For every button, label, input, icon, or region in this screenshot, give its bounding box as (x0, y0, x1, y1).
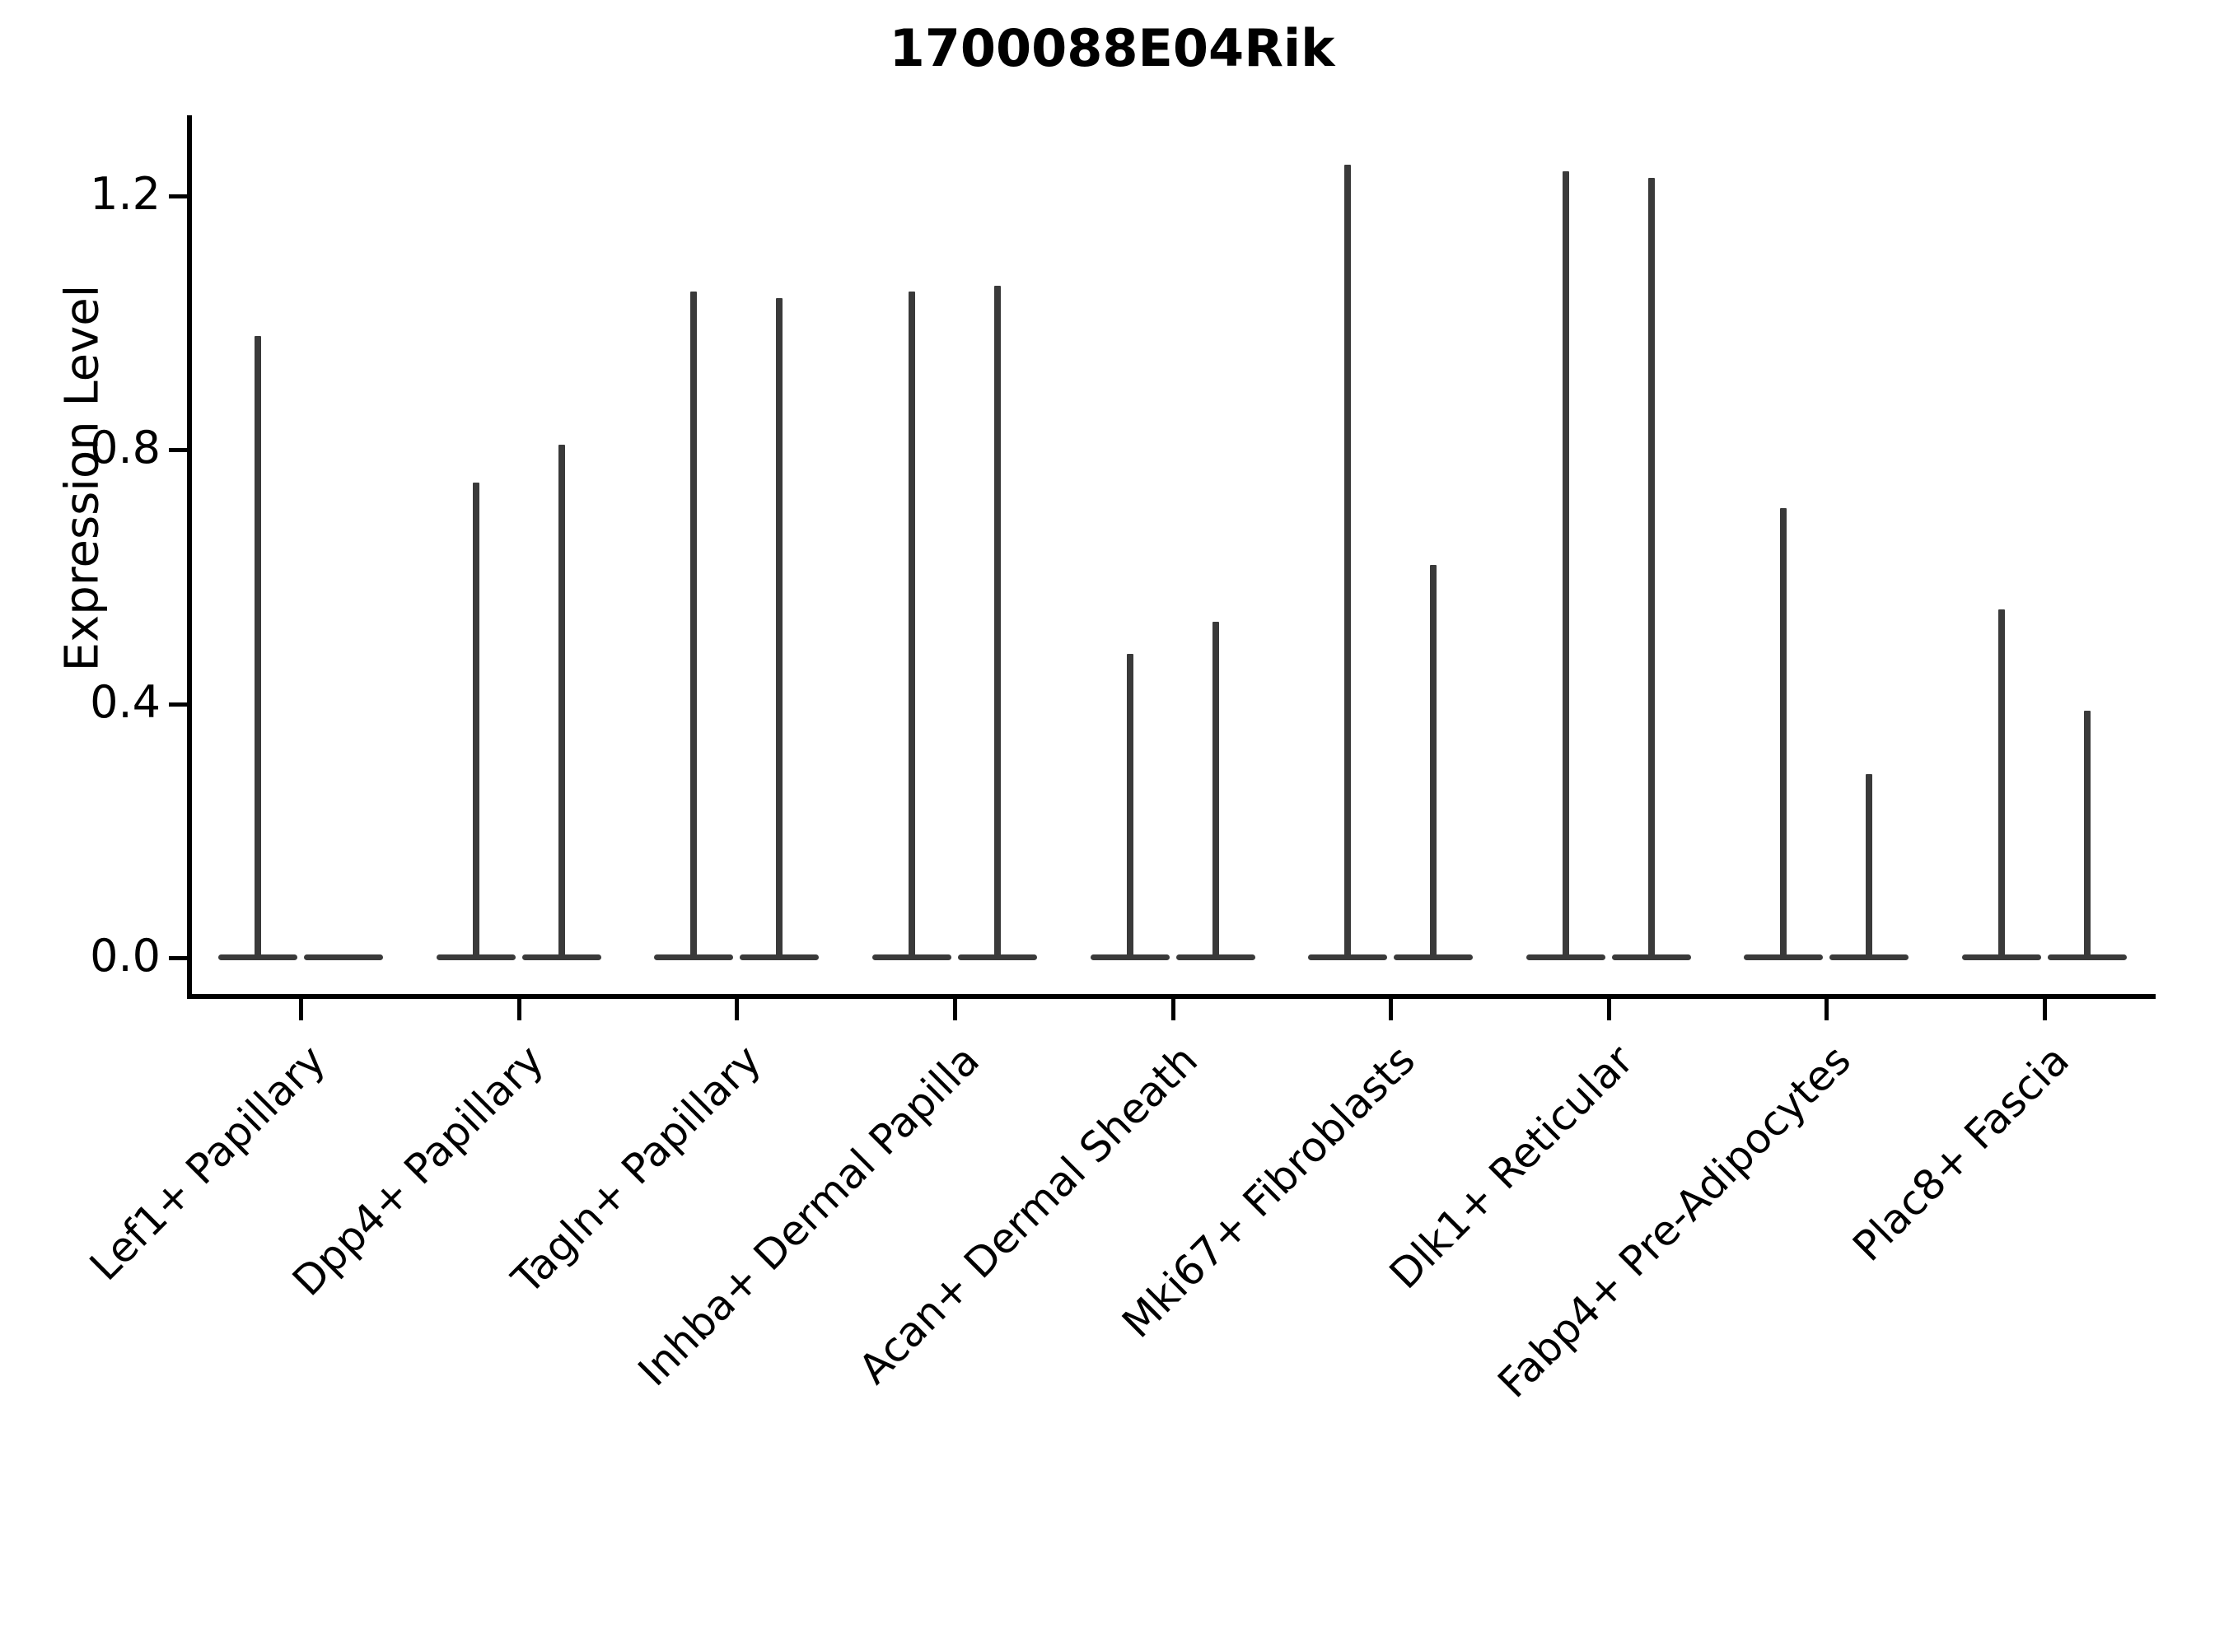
y-tick-label: 0.0 (90, 930, 161, 982)
violin-spike (2083, 711, 2091, 959)
y-tick-mark (169, 702, 187, 707)
violin-body (1525, 134, 1605, 960)
violin-body (1611, 134, 1691, 960)
x-tick-mark (1389, 999, 1394, 1020)
violin-body (1744, 134, 1824, 960)
violin-spike (472, 482, 479, 959)
violin-spike (993, 285, 1001, 959)
y-tick-label: 0.4 (90, 675, 161, 728)
violin-spike (908, 292, 915, 959)
violin-spike (1344, 165, 1352, 959)
y-tick-mark (169, 194, 187, 198)
x-tick-mark (299, 999, 304, 1020)
violin-body (2047, 134, 2127, 960)
y-tick-label: 1.2 (90, 167, 161, 220)
violin-body (1308, 134, 1388, 960)
violin-body (521, 134, 601, 960)
violin-body (1394, 134, 1474, 960)
violin-spike (776, 298, 783, 959)
violin-spike (1430, 564, 1437, 959)
violin-body (654, 134, 734, 960)
violin-plot-figure: 1700088E04Rik Expression Level 0.0 0.4 0.8… (55, 18, 2156, 1407)
violin-spike (690, 292, 698, 959)
page-title: 1700088E04Rik (889, 18, 1335, 78)
x-tick-mark (1170, 999, 1175, 1020)
y-axis-spine (187, 115, 192, 999)
violin-spike (255, 336, 262, 959)
violin-body (740, 134, 820, 960)
violin-body (1829, 134, 1909, 960)
x-axis-spine (187, 994, 2156, 999)
violin-spike (1780, 507, 1787, 959)
y-tick-label: 0.8 (90, 422, 161, 474)
x-tick-mark (952, 999, 957, 1020)
x-tick-mark (2042, 999, 2047, 1020)
violin-spike (1647, 177, 1655, 959)
violin-body (436, 134, 516, 960)
x-tick-mark (1825, 999, 1829, 1020)
x-tick-mark (1606, 999, 1611, 1020)
violin-spike (1866, 774, 1873, 959)
violin-baseline (304, 954, 384, 960)
violin-spike (558, 444, 565, 959)
violin-body (957, 134, 1037, 960)
x-tick-mark (735, 999, 740, 1020)
violin-body (304, 134, 384, 960)
violin-body (218, 134, 298, 960)
violin-spike (1212, 622, 1219, 959)
violin-spike (1126, 653, 1133, 959)
violin-body (1175, 134, 1255, 960)
y-tick-mark (169, 956, 187, 960)
violin-body (1961, 134, 2041, 960)
violin-body (871, 134, 951, 960)
violin-body (1090, 134, 1170, 960)
violin-spike (1997, 609, 2005, 959)
y-tick-mark (169, 448, 187, 453)
x-tick-mark (516, 999, 521, 1020)
violin-spike (1562, 170, 1569, 959)
